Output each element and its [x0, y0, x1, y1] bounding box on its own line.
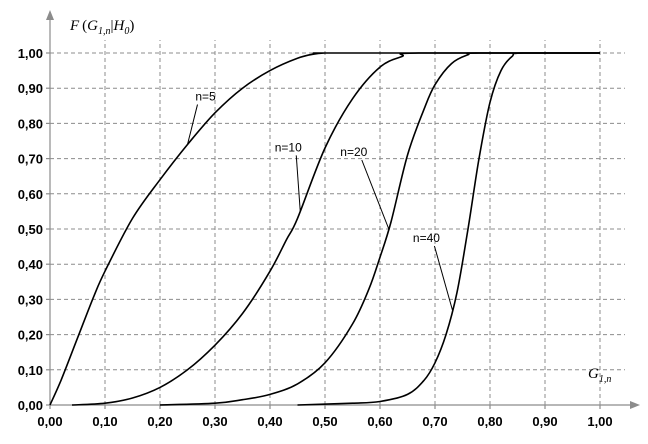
- x-axis-label: G1,n: [588, 366, 611, 385]
- y-tick-label: 0,80: [18, 116, 43, 131]
- x-tick-label: 0,50: [312, 414, 337, 429]
- labels-layer: 0,00 0,10 0,20 0,30 0,40 0,50 0,60 0,70 0,80 0,90…: [18, 46, 613, 429]
- y-tick-label: 0,30: [18, 292, 43, 307]
- x-tick-label: 0,40: [257, 414, 282, 429]
- series-line-n=40: [297, 52, 600, 406]
- x-tick-label: 0,20: [147, 414, 172, 429]
- x-tick-label: 0,00: [37, 414, 62, 429]
- x-axis-arrow: [630, 401, 640, 409]
- series-line-n=20: [159, 52, 600, 406]
- x-tick-label: 0,90: [532, 414, 557, 429]
- y-tick-label: 0,20: [18, 328, 43, 343]
- y-axis-arrow: [46, 10, 54, 20]
- axes: [46, 10, 640, 409]
- y-tick-label: 0,90: [18, 81, 43, 96]
- series-line-n=5: [49, 52, 600, 406]
- x-tick-label: 0,60: [367, 414, 392, 429]
- x-tick-label: 0,30: [202, 414, 227, 429]
- series-label-leader: [361, 159, 390, 230]
- y-tick-label: 0,60: [18, 187, 43, 202]
- series-label: n=40: [413, 231, 440, 245]
- grid: [50, 40, 625, 405]
- y-tick-label: 1,00: [18, 46, 43, 61]
- x-tick-label: 0,70: [422, 414, 447, 429]
- y-tick-label: 0,10: [18, 363, 43, 378]
- series-label-leader: [295, 155, 301, 212]
- x-tick-label: 0,80: [477, 414, 502, 429]
- x-tick-label: 0,10: [92, 414, 117, 429]
- series-label: n=10: [275, 140, 302, 154]
- series-label-leader: [433, 245, 453, 311]
- y-tick-label: 0,50: [18, 222, 43, 237]
- x-tick-label: 1,00: [587, 414, 612, 429]
- y-axis-label: F (G1,n|H0): [69, 18, 134, 37]
- series-label: n=5: [195, 90, 216, 104]
- y-tick-label: 0,70: [18, 152, 43, 167]
- series-line-n=10: [71, 52, 600, 406]
- series-label-leader: [187, 104, 198, 145]
- series-label: n=20: [340, 145, 367, 159]
- y-tick-label: 0,00: [18, 398, 43, 413]
- series-layer: [49, 52, 600, 406]
- y-tick-label: 0,40: [18, 257, 43, 272]
